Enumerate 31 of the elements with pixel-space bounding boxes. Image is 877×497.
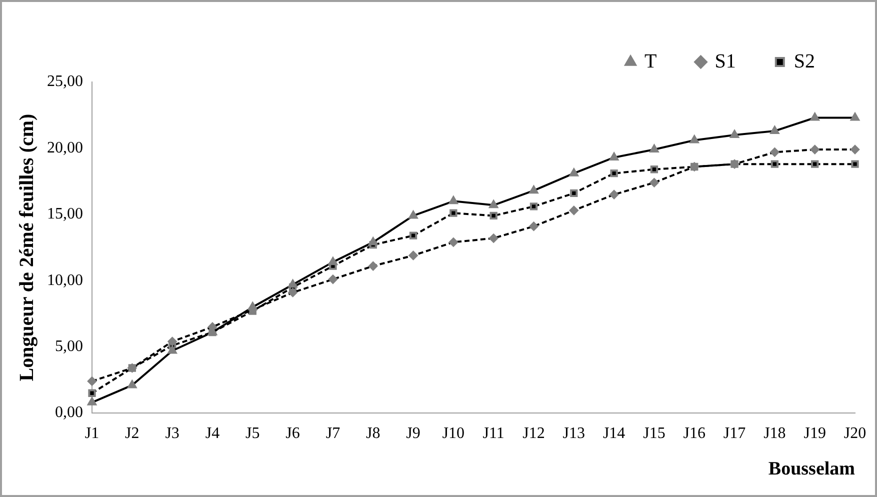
y-tick-label: 25,00 bbox=[47, 73, 83, 90]
x-tick-label: J13 bbox=[562, 424, 586, 442]
x-tick-label: J9 bbox=[406, 424, 420, 442]
x-tick-label: J5 bbox=[246, 424, 260, 442]
x-tick-label: J15 bbox=[643, 424, 666, 442]
x-tick-label: J17 bbox=[723, 424, 746, 442]
x-tick-label: J6 bbox=[286, 424, 300, 442]
x-tick-label: J1 bbox=[84, 424, 100, 442]
x-tick-label: J14 bbox=[602, 424, 626, 442]
x-tick-label: J2 bbox=[125, 424, 140, 442]
x-tick-label: J16 bbox=[683, 424, 706, 442]
y-tick-label: 15,00 bbox=[47, 206, 83, 223]
x-tick-label: J12 bbox=[522, 424, 545, 442]
x-tick-label: J8 bbox=[366, 424, 380, 442]
y-tick-label: 10,00 bbox=[47, 272, 83, 289]
legend-label: T bbox=[644, 50, 657, 72]
y-tick-label: 0,00 bbox=[55, 404, 83, 422]
x-tick-label: J20 bbox=[844, 424, 866, 442]
x-tick-label: J18 bbox=[764, 424, 786, 442]
y-tick-label: 5,00 bbox=[55, 338, 83, 356]
x-tick-label: J19 bbox=[804, 424, 826, 442]
legend-label: S2 bbox=[794, 50, 815, 72]
x-tick-label: J3 bbox=[165, 424, 180, 442]
legend-label: S1 bbox=[714, 50, 736, 72]
y-tick-label: 20,00 bbox=[47, 139, 83, 156]
x-axis-title: Bousselam bbox=[768, 458, 856, 480]
x-tick-label: J10 bbox=[442, 424, 465, 442]
x-tick-label: J4 bbox=[205, 424, 220, 442]
y-axis-title: Longueur de 2émé feuilles (cm) bbox=[16, 114, 38, 382]
x-tick-label: J7 bbox=[326, 424, 340, 442]
x-tick-label: J11 bbox=[482, 424, 504, 442]
